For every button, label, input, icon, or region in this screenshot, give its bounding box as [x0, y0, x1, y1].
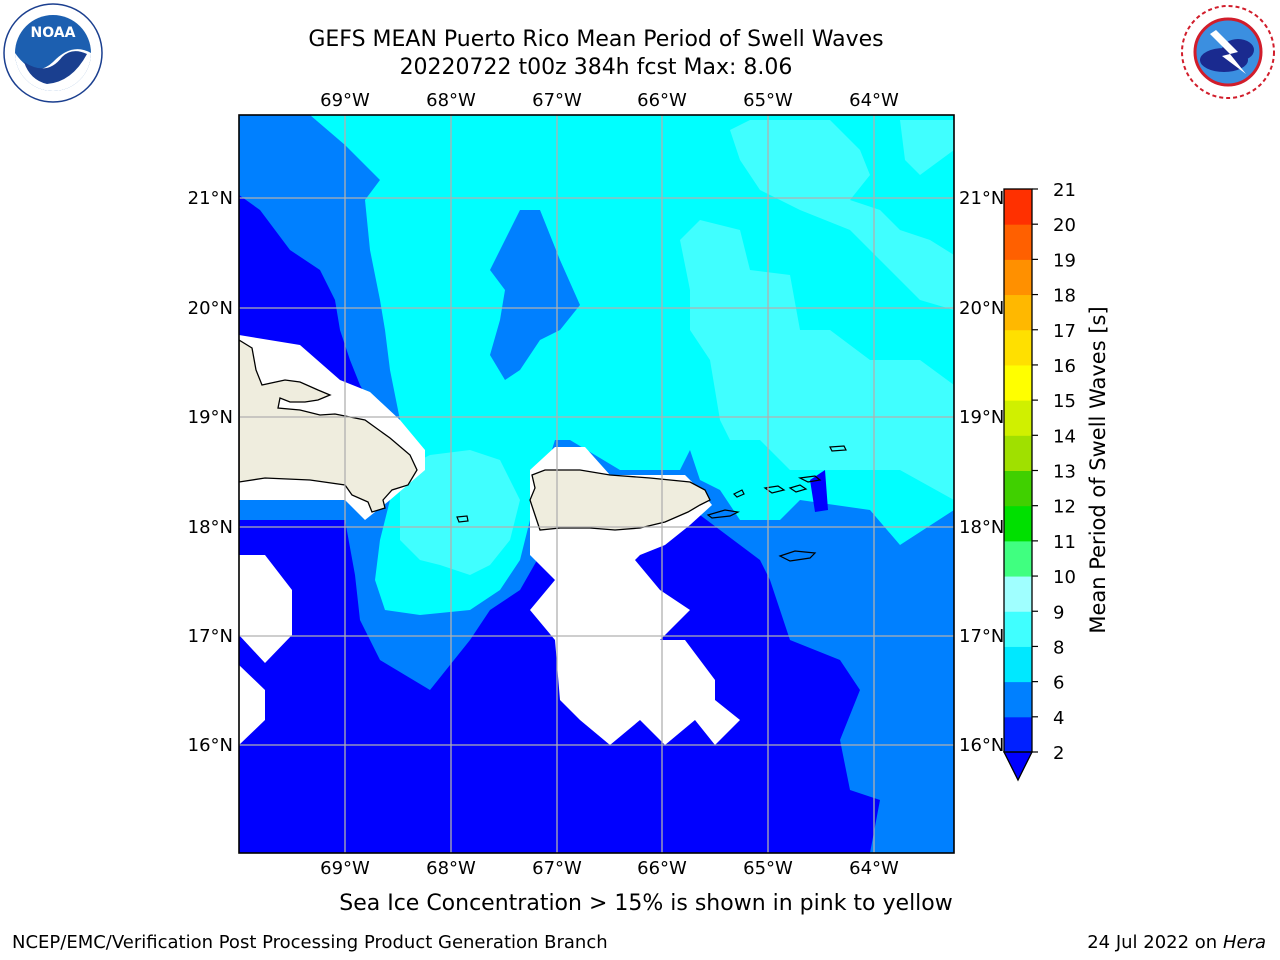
noaa-logo: NOAA — [3, 3, 103, 103]
lon-label-bottom: 64°W — [849, 858, 899, 879]
island-culebra — [732, 489, 745, 498]
colorbar-segment — [1004, 294, 1032, 331]
colorbar-segment — [1004, 259, 1032, 296]
lon-label-bottom: 69°W — [320, 858, 370, 879]
lon-label-top: 69°W — [320, 90, 370, 111]
island-st-john — [788, 484, 808, 493]
footer-date-text: 24 Jul 2022 on — [1087, 932, 1223, 953]
contour-2-4-central — [490, 210, 580, 380]
lat-label-right: 19°N — [959, 407, 1004, 428]
colorbar-segment — [1004, 329, 1032, 366]
island-st-croix — [778, 550, 817, 562]
lat-label-right: 21°N — [959, 188, 1004, 209]
colorbar-segment — [1004, 540, 1032, 577]
colorbar-tick-label: 11 — [1053, 532, 1076, 553]
lon-label-top: 68°W — [426, 90, 476, 111]
contour-6-8-east — [680, 220, 954, 500]
island-vieques — [706, 509, 740, 519]
colorbar-segment — [1004, 189, 1032, 225]
colorbar-segment — [1004, 681, 1032, 718]
nws-logo — [1179, 3, 1277, 101]
lat-label-left: 20°N — [188, 298, 233, 319]
colorbar-tick-label: 18 — [1053, 286, 1076, 307]
footer-branch: NCEP/EMC/Verification Post Processing Pr… — [12, 932, 608, 953]
colorbar-tick-label: 8 — [1053, 637, 1064, 658]
lat-label-left: 16°N — [188, 735, 233, 756]
colorbar-tick-label: 19 — [1053, 250, 1076, 271]
map-gridlines — [239, 115, 954, 853]
lat-label-right: 20°N — [959, 298, 1004, 319]
colorbar-tick-label: 14 — [1053, 426, 1076, 447]
land-puerto-rico — [529, 469, 711, 531]
colorbar-segment — [1004, 224, 1032, 260]
colorbar-segment — [1004, 435, 1032, 471]
colorbar-segment — [1004, 364, 1032, 401]
colorbar-tick-label: 12 — [1053, 497, 1076, 518]
colorbar-segment — [1004, 470, 1032, 507]
lat-label-left: 19°N — [188, 407, 233, 428]
colorbar-tick-label: 13 — [1053, 462, 1076, 483]
colorbar-tick-label: 21 — [1053, 180, 1076, 201]
colorbar-extend-triangle — [1002, 751, 1034, 782]
colorbar-tick-label: 2 — [1053, 743, 1064, 764]
svg-text:NOAA: NOAA — [31, 25, 76, 41]
lon-label-top: 67°W — [532, 90, 582, 111]
lat-label-right: 18°N — [959, 517, 1004, 538]
island-anegada — [829, 445, 847, 452]
island-st-thomas — [763, 485, 786, 494]
lat-label-right: 17°N — [959, 626, 1004, 647]
colorbar-segment — [1004, 646, 1032, 683]
colorbar-segment — [1004, 576, 1032, 612]
lon-label-bottom: 66°W — [637, 858, 687, 879]
lon-label-top: 64°W — [849, 90, 899, 111]
colorbar-segment — [1004, 400, 1032, 436]
lon-label-bottom: 68°W — [426, 858, 476, 879]
lat-label-right: 16°N — [959, 735, 1004, 756]
map-frame — [238, 114, 955, 854]
colorbar-tick-label: 10 — [1053, 567, 1076, 588]
colorbar-segment — [1004, 716, 1032, 753]
lon-label-top: 65°W — [743, 90, 793, 111]
island-tortola — [797, 475, 822, 483]
colorbar-tick-label: 9 — [1053, 602, 1064, 623]
colorbar-tick-label: 17 — [1053, 321, 1076, 342]
colorbar-tick-label: 16 — [1053, 356, 1076, 377]
contour-6-8-ne — [730, 120, 954, 310]
colorbar-tick-label: 4 — [1053, 708, 1064, 729]
colorbar-segment — [1004, 611, 1032, 647]
colorbar-label: Mean Period of Swell Waves [s] — [1086, 306, 1110, 633]
lat-label-left: 17°N — [188, 626, 233, 647]
contour-6-8-nw — [900, 120, 954, 175]
colorbar-tick-label: 15 — [1053, 391, 1076, 412]
colorbar-tick-label: 6 — [1053, 673, 1064, 694]
lat-label-left: 18°N — [188, 517, 233, 538]
colorbar-tick-label: 20 — [1053, 215, 1076, 236]
footer-date: 24 Jul 2022 on Hera — [1087, 932, 1266, 954]
island-mona — [456, 515, 469, 523]
lat-label-left: 21°N — [188, 188, 233, 209]
colorbar: 2 4 6 8 9 10 11 12 13 14 15 16 17 18 19 20 21 — [1002, 180, 1076, 782]
lon-label-bottom: 67°W — [532, 858, 582, 879]
contour-6-8-south — [400, 450, 520, 575]
sea-ice-note: Sea Ice Concentration > 15% is shown in … — [339, 891, 953, 916]
lon-label-top: 66°W — [637, 90, 687, 111]
mask-west-2 — [239, 665, 265, 745]
lon-label-bottom: 65°W — [743, 858, 793, 879]
chart-subtitle: 20220722 t00z 384h fcst Max: 8.06 — [399, 55, 793, 80]
colorbar-segment — [1004, 505, 1032, 542]
footer-machine: Hera — [1222, 932, 1266, 953]
chart-title: GEFS MEAN Puerto Rico Mean Period of Swe… — [308, 27, 884, 52]
